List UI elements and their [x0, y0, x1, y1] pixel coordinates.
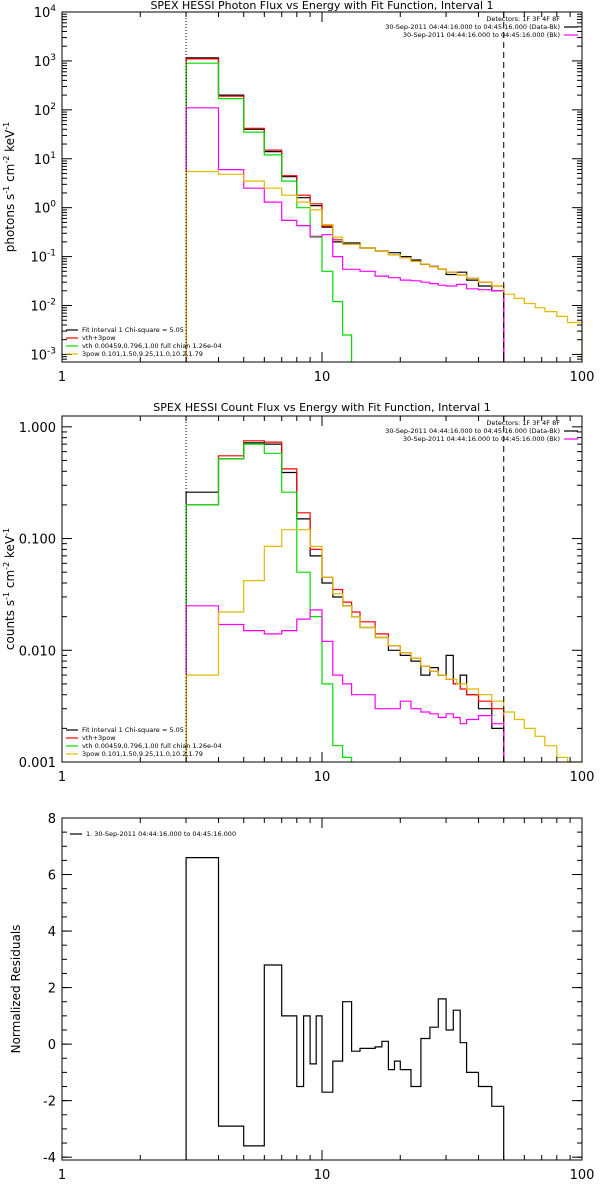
x-tick-label: 1: [58, 1168, 66, 1183]
y-tick-label: 0: [48, 1038, 56, 1053]
legend-label: 3pow 0.101,1.50,9.25,11.0,10.2,1.79: [82, 750, 203, 758]
y-axis-label: Normalized Residuals: [9, 925, 23, 1054]
chart-panel-3: Normalized Residuals 1 10 100 -4 -2 0 2 4 6 8 1. 30…: [9, 812, 594, 1183]
y-tick-label: 0.100: [19, 533, 56, 548]
legend-label: Detectors: 1F 3F 4F 8F: [486, 419, 560, 427]
legend-label: vth 0.00459,0.796,1.00 full chian 1.26e-…: [82, 342, 222, 350]
y-tick-label: -4: [43, 1151, 56, 1166]
series-line-1: [185, 857, 505, 1160]
y-tick-label: 103: [34, 53, 56, 70]
legend-label: vth+3pow: [82, 334, 116, 342]
y-axis: -4 -2 0 2 4 6 8: [43, 812, 582, 1166]
series-group: [185, 440, 582, 763]
y-axis: 0.001 0.010 0.100 1.000: [19, 421, 582, 771]
legend-label: Detectors: 1F 3F 4F 8F: [486, 15, 560, 23]
y-tick-label: 104: [34, 4, 57, 21]
series-line-2: [185, 58, 505, 362]
series-line-5: [185, 529, 582, 763]
series-line-2: [185, 440, 505, 762]
legend-label: vth+3pow: [82, 734, 116, 742]
x-axis: 1 10 100: [58, 818, 595, 1183]
legend-label: 30-Sep-2011 04:44:16.000 to 04:45:16.000…: [385, 23, 560, 31]
legend-label: 3pow 0.101,1.50,9.25,11.0,10.2,1.79: [82, 350, 203, 358]
x-tick-label: 100: [570, 770, 595, 785]
x-tick-label: 100: [570, 370, 595, 385]
y-tick-label: 6: [48, 869, 56, 884]
legend-label: 30-Sep-2011 04:44:16.000 to 04:45:16.000…: [403, 31, 560, 39]
y-tick-label: 1.000: [19, 421, 56, 436]
legend-label: vth 0.00459,0.796,1.00 full chian 1.26e-…: [82, 742, 222, 750]
y-tick-label: 2: [48, 982, 56, 997]
y-axis: 10-3 10-2 10-1 100 101 102 103 104: [30, 4, 582, 363]
y-axis-label: photons s-1 cm-2 keV-1: [2, 122, 17, 253]
y-tick-label: -2: [43, 1095, 56, 1110]
chart-panel-2: SPEX HESSI Count Flux vs Energy with Fit…: [2, 401, 594, 785]
x-tick-label: 10: [314, 1168, 331, 1183]
y-tick-label: 10-3: [30, 346, 56, 363]
x-axis: 1 10 100: [58, 12, 595, 385]
x-tick-label: 1: [58, 770, 66, 785]
y-tick-label: 102: [34, 102, 56, 119]
y-tick-label: 4: [48, 925, 56, 940]
legend-label: 1. 30-Sep-2011 04:44:16.000 to 04:45:16.…: [86, 830, 236, 838]
x-tick-label: 1: [58, 370, 66, 385]
legend-label: Fit Interval 1 Chi-square = 5.05: [82, 726, 184, 734]
x-tick-label: 10: [314, 370, 331, 385]
legend-bottomleft: Fit Interval 1 Chi-square = 5.05vth+3pow…: [66, 326, 222, 358]
legend-label: Fit Interval 1 Chi-square = 5.05: [82, 326, 184, 334]
series-line-3: [185, 62, 353, 362]
series-line-1: [185, 57, 505, 362]
y-tick-label: 101: [34, 151, 56, 168]
series-group: [185, 857, 505, 1160]
legend-topleft: 1. 30-Sep-2011 04:44:16.000 to 04:45:16.…: [70, 830, 236, 838]
x-axis: 1 10 100: [58, 416, 595, 785]
x-tick-label: 100: [570, 1168, 595, 1183]
y-axis-label: counts s-1 cm-2 keV-1: [2, 528, 17, 650]
y-tick-label: 0.001: [19, 756, 56, 771]
y-tick-label: 10-1: [30, 249, 56, 266]
legend-label: 30-Sep-2011 04:44:16.000 to 04:45:16.000…: [403, 435, 560, 443]
legend-label: 30-Sep-2011 04:44:16.000 to 04:45:16.000…: [385, 427, 560, 435]
series-group: [185, 57, 583, 362]
y-tick-label: 100: [34, 200, 57, 217]
legend-bottomleft: Fit Interval 1 Chi-square = 5.05vth+3pow…: [66, 726, 222, 758]
series-line-3: [185, 443, 353, 762]
series-line-4: [185, 107, 505, 362]
chart-panel-1: SPEX HESSI Photon Flux vs Energy with Fi…: [2, 0, 594, 385]
series-line-5: [185, 170, 583, 362]
y-tick-label: 0.010: [19, 644, 56, 659]
y-tick-label: 10-2: [30, 298, 56, 315]
chart-title: SPEX HESSI Count Flux vs Energy with Fit…: [153, 401, 490, 414]
series-line-4: [185, 605, 505, 762]
x-tick-label: 10: [314, 770, 331, 785]
chart-title: SPEX HESSI Photon Flux vs Energy with Fi…: [150, 0, 493, 12]
y-tick-label: 8: [48, 812, 56, 827]
